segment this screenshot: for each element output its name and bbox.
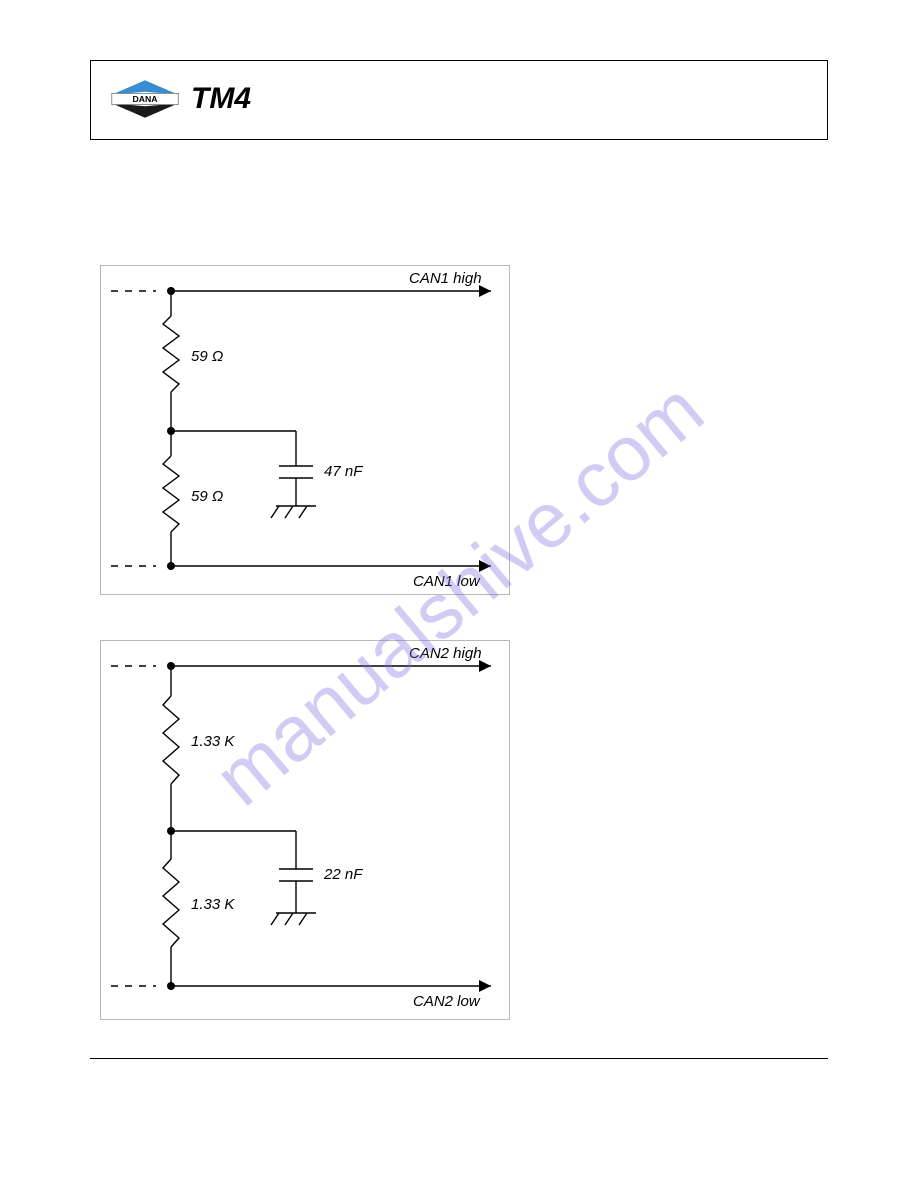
footer-rule [90,1058,828,1059]
r2b-label: 1.33 K [191,896,235,913]
cap2-label: 22 nF [323,866,363,883]
logo-group: DANA TM4 [109,75,251,123]
r1b-label: 1.33 K [191,733,235,750]
brand-text: TM4 [191,82,251,116]
r2-label: 59 Ω [191,488,223,505]
circuit-diagram-can1: CAN1 high 59 Ω 47 nF [100,265,510,595]
can1-high-label: CAN1 high [409,270,482,287]
can2-high-label: CAN2 high [409,645,482,662]
circuit-diagram-can2: CAN2 high 1.33 K 22 nF 1.33 K [100,640,510,1020]
dana-logo-text: DANA [133,94,158,104]
r1-label: 59 Ω [191,348,223,365]
header-box: DANA TM4 [90,60,828,140]
page-frame: DANA TM4 CAN1 high 59 Ω [90,60,828,1088]
can2-low-label: CAN2 low [413,993,481,1010]
can1-low-label: CAN1 low [413,573,481,590]
cap1-label: 47 nF [324,463,363,480]
dana-logo: DANA [109,75,181,123]
